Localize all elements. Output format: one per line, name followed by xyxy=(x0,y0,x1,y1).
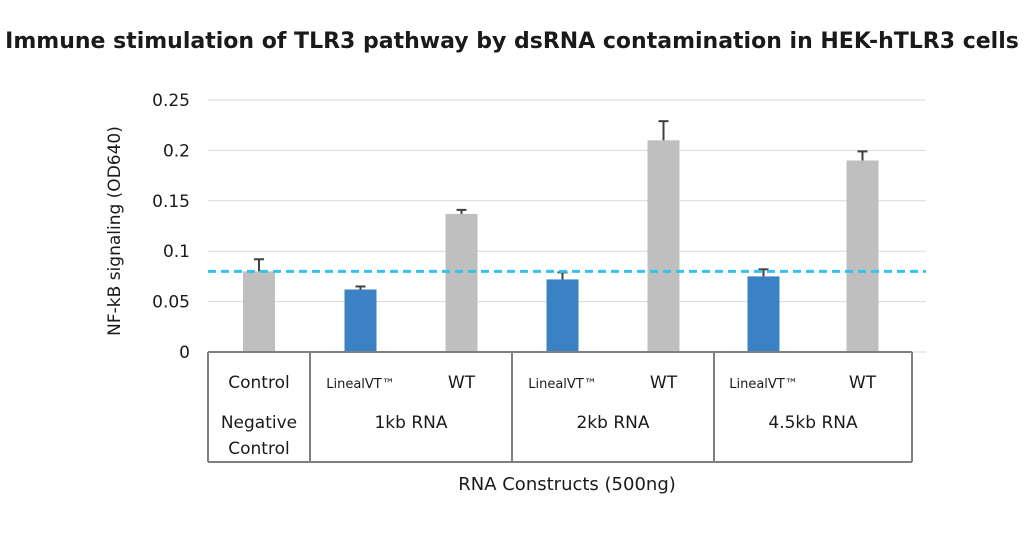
bar-category-label: LinealVT™ xyxy=(528,377,597,392)
y-tick-label: 0.1 xyxy=(163,242,190,262)
y-tick-label: 0 xyxy=(179,343,190,363)
chart-title: Immune stimulation of TLR3 pathway by ds… xyxy=(5,29,1019,54)
bar-category-label: LinealVT™ xyxy=(729,377,798,392)
bar-category-label: Control xyxy=(228,373,289,393)
bar-category-label: WT xyxy=(448,373,476,393)
group-label: 1kb RNA xyxy=(374,413,447,433)
x-axis-label: RNA Constructs (500ng) xyxy=(458,474,676,495)
bar xyxy=(344,289,377,352)
y-tick-label: 0.15 xyxy=(152,192,190,212)
bars xyxy=(243,140,879,352)
bar xyxy=(747,276,780,352)
category-table: Control LinealVT™ WT LinealVT™ WT LinealVT™ WT… xyxy=(207,351,913,463)
bar xyxy=(647,140,680,352)
bar xyxy=(846,160,879,352)
y-tick-label: 0.25 xyxy=(152,91,190,111)
bar xyxy=(243,271,275,352)
group-label: 4.5kb RNA xyxy=(768,413,858,433)
group-label: Negative xyxy=(221,413,297,433)
bar-category-label: WT xyxy=(849,373,877,393)
bar-category-label: LinealVT™ xyxy=(326,377,395,392)
group-label: 2kb RNA xyxy=(576,413,649,433)
y-axis-ticks: 0 0.05 0.1 0.15 0.2 0.25 xyxy=(152,91,190,363)
y-axis-label: NF-kB signaling (OD640) xyxy=(105,126,125,336)
bar-category-label: WT xyxy=(650,373,678,393)
y-tick-label: 0.05 xyxy=(152,293,190,313)
y-tick-label: 0.2 xyxy=(163,141,190,161)
bar xyxy=(546,279,579,352)
group-label: Control xyxy=(228,439,289,459)
error-bars xyxy=(254,120,868,290)
bar xyxy=(445,213,478,352)
